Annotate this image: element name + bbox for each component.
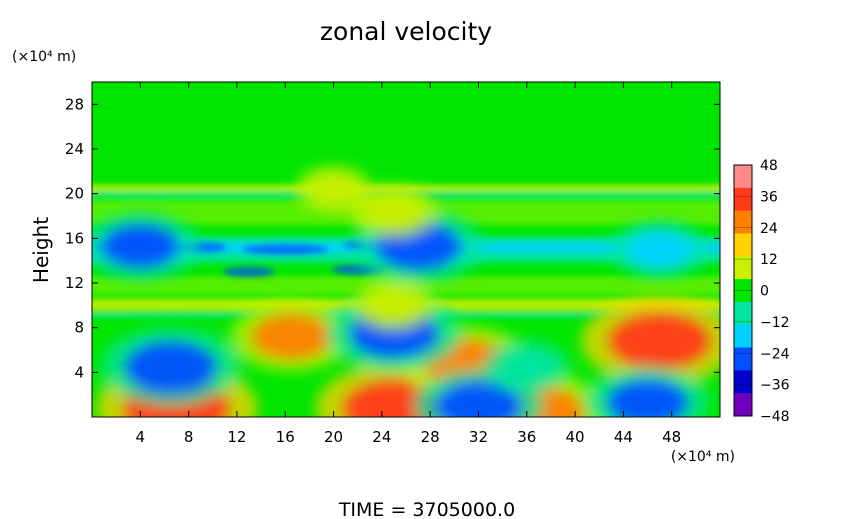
colorbar-label: −36 <box>760 378 790 394</box>
field-streak <box>223 266 275 277</box>
colorbar-label: 48 <box>760 158 778 174</box>
colorbar-swatch <box>734 210 752 234</box>
field-cell <box>365 194 423 229</box>
colorbar-swatch <box>734 393 752 417</box>
x-tick-label: 32 <box>469 428 488 446</box>
colorbar-swatch <box>734 370 752 394</box>
colorbar-swatch <box>734 256 752 280</box>
field-cell <box>497 349 556 385</box>
y-tick-label: 8 <box>74 319 84 337</box>
y-tick-label: 24 <box>65 140 84 158</box>
colorbar-swatch <box>734 301 752 326</box>
field-cell <box>627 230 693 269</box>
colorbar-swatch <box>734 187 752 212</box>
y-axis-unit: (×10⁴ m) <box>12 49 76 65</box>
x-tick-label: 20 <box>324 428 343 446</box>
colorbar-label: 36 <box>760 189 778 205</box>
colorbar-swatch <box>734 165 752 189</box>
field-cell <box>308 173 359 205</box>
x-tick-label: 12 <box>227 428 246 446</box>
y-tick-label: 28 <box>65 95 84 113</box>
field-cell <box>366 288 421 322</box>
colorbar-swatch <box>734 324 752 349</box>
y-tick-label: 12 <box>65 274 84 292</box>
y-tick-label: 20 <box>65 185 84 203</box>
x-tick-label: 4 <box>136 428 146 446</box>
x-tick-label: 36 <box>517 428 536 446</box>
field-cell <box>123 340 218 394</box>
field-streak <box>242 244 329 255</box>
time-footer: TIME = 3705000.0 <box>338 499 515 519</box>
colorbar-label: 24 <box>760 221 778 237</box>
x-tick-label: 8 <box>184 428 194 446</box>
field-cell <box>607 311 712 371</box>
x-tick-label: 28 <box>421 428 440 446</box>
chart-title: zonal velocity <box>320 17 492 46</box>
x-tick-label: 40 <box>566 428 585 446</box>
colorbar-label: 0 <box>760 284 769 300</box>
colorbar-label: −48 <box>760 409 790 425</box>
plot-frame <box>91 81 721 418</box>
field-cell <box>606 378 689 417</box>
x-tick-label: 48 <box>662 428 681 446</box>
y-tick-label: 16 <box>65 229 84 247</box>
colorbar: 48 36 24 12 0 −12 −24 −36 −48 <box>733 158 790 425</box>
x-tick-label: 24 <box>372 428 391 446</box>
x-axis-unit: (×10⁴ m) <box>671 449 735 465</box>
x-tick-label: 16 <box>276 428 295 446</box>
y-tick-label: 4 <box>74 363 84 381</box>
colorbar-label: 12 <box>760 252 778 268</box>
field-cell <box>435 381 522 417</box>
field-cell <box>100 223 180 269</box>
colorbar-swatch <box>734 347 752 371</box>
field-cell <box>250 313 332 360</box>
y-axis-label: Height <box>29 217 53 283</box>
x-tick-label: 44 <box>614 428 633 446</box>
colorbar-label: −24 <box>760 346 790 362</box>
colorbar-label: −12 <box>760 315 790 331</box>
colorbar-swatch <box>734 233 752 257</box>
